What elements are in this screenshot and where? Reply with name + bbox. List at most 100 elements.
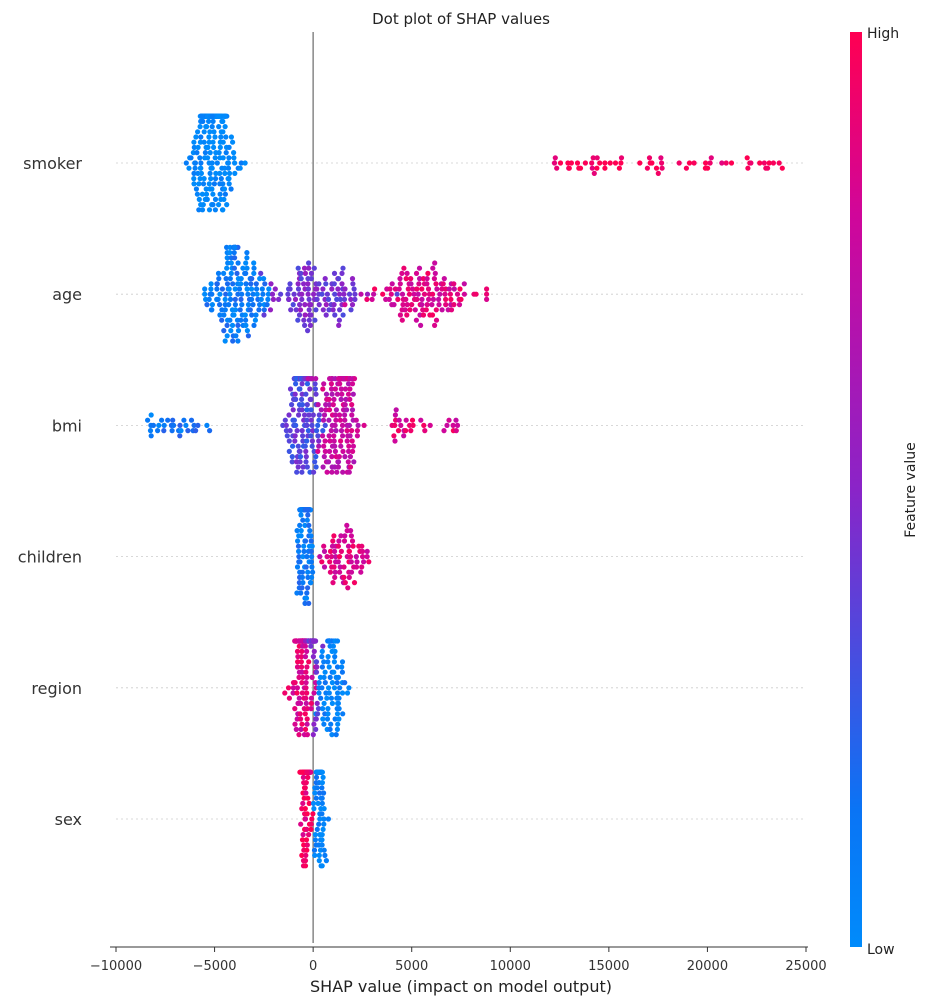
dot-bmi: [315, 448, 321, 454]
dot-region: [299, 648, 305, 655]
dot-age: [251, 322, 257, 328]
dot-bmi: [334, 391, 341, 397]
dot-age: [433, 307, 439, 313]
dot-region: [304, 721, 310, 727]
dot-age: [397, 312, 403, 318]
dot-children: [346, 548, 352, 555]
dot-bmi: [300, 433, 306, 439]
dot-smoker: [193, 186, 199, 192]
dot-children: [298, 528, 304, 534]
dot-region: [290, 685, 296, 691]
dot-region: [299, 680, 305, 686]
dot-sex: [312, 832, 318, 838]
dot-age: [249, 312, 255, 318]
dot-age: [335, 276, 342, 282]
dot-age: [244, 328, 250, 334]
dot-age: [430, 265, 436, 271]
dot-age: [295, 317, 301, 323]
dot-bmi: [177, 433, 183, 439]
dot-sex: [302, 816, 309, 822]
dot-bmi: [403, 428, 409, 434]
dot-age: [236, 286, 243, 292]
dot-smoker: [197, 124, 203, 130]
dot-age: [251, 265, 257, 271]
dot-bmi: [293, 381, 299, 387]
dot-region: [321, 659, 327, 665]
dot-smoker: [220, 207, 226, 213]
dot-smoker: [220, 118, 226, 124]
dot-age: [287, 286, 293, 292]
dot-region: [314, 664, 320, 670]
dot-smoker: [188, 155, 194, 161]
dot-region: [329, 732, 335, 738]
dot-region: [335, 690, 341, 696]
dot-children: [302, 538, 309, 544]
dot-age: [235, 260, 241, 266]
dot-bmi: [342, 454, 348, 460]
dot-age: [229, 322, 236, 328]
dot-sex: [311, 847, 318, 853]
dot-bmi: [299, 396, 305, 402]
dot-region: [303, 700, 309, 707]
dot-smoker: [655, 170, 661, 176]
dot-region: [319, 648, 325, 655]
dot-sex: [319, 769, 325, 775]
dot-bmi: [321, 381, 327, 387]
dot-sex: [319, 800, 325, 807]
dot-bmi: [299, 402, 305, 408]
dot-sex: [304, 826, 310, 833]
dot-region: [292, 706, 298, 712]
dot-sex: [322, 852, 328, 859]
dot-smoker: [230, 139, 236, 145]
dot-sex: [304, 842, 310, 848]
dot-age: [443, 296, 449, 302]
dot-smoker: [204, 196, 210, 202]
dot-sex: [303, 790, 309, 796]
dot-smoker: [644, 165, 651, 171]
dot-bmi: [315, 433, 321, 439]
dot-bmi: [335, 459, 342, 465]
dot-smoker: [222, 165, 228, 171]
dot-smoker: [618, 160, 624, 166]
dot-age: [396, 286, 402, 292]
dot-bmi: [290, 443, 296, 449]
dot-age: [432, 322, 438, 328]
dot-age: [224, 265, 230, 271]
dot-bmi: [302, 412, 308, 418]
dot-age: [262, 281, 268, 287]
dot-age: [306, 260, 312, 266]
dot-sex: [314, 826, 320, 833]
dot-smoker: [757, 160, 763, 166]
dot-age: [364, 296, 370, 302]
dot-smoker: [659, 165, 665, 171]
dot-sex: [308, 826, 314, 833]
dot-age: [292, 296, 299, 302]
dot-smoker: [228, 186, 234, 192]
dot-smoker: [210, 202, 216, 208]
dot-bmi: [333, 417, 339, 423]
dot-smoker: [191, 176, 197, 182]
dot-children: [359, 543, 365, 549]
dot-age: [341, 291, 347, 297]
dot-children: [344, 522, 350, 529]
dot-age: [269, 291, 276, 297]
dot-bmi: [161, 428, 167, 434]
dot-age: [430, 296, 436, 302]
dot-smoker: [207, 129, 213, 135]
dot-smoker: [237, 165, 243, 171]
dot-age: [238, 296, 244, 302]
dot-bmi: [393, 407, 399, 413]
dot-region: [304, 732, 310, 738]
dot-age: [254, 291, 260, 297]
dot-region: [310, 732, 316, 738]
dot-bmi: [309, 422, 315, 428]
dot-age: [217, 291, 223, 297]
dot-bmi: [290, 407, 296, 413]
x-tick-label: 10000: [490, 959, 531, 974]
dot-children: [300, 580, 306, 586]
dot-bmi: [340, 448, 346, 454]
dot-age: [231, 312, 237, 318]
dot-age: [243, 270, 249, 276]
dot-smoker: [646, 155, 653, 161]
dot-age: [322, 276, 328, 282]
